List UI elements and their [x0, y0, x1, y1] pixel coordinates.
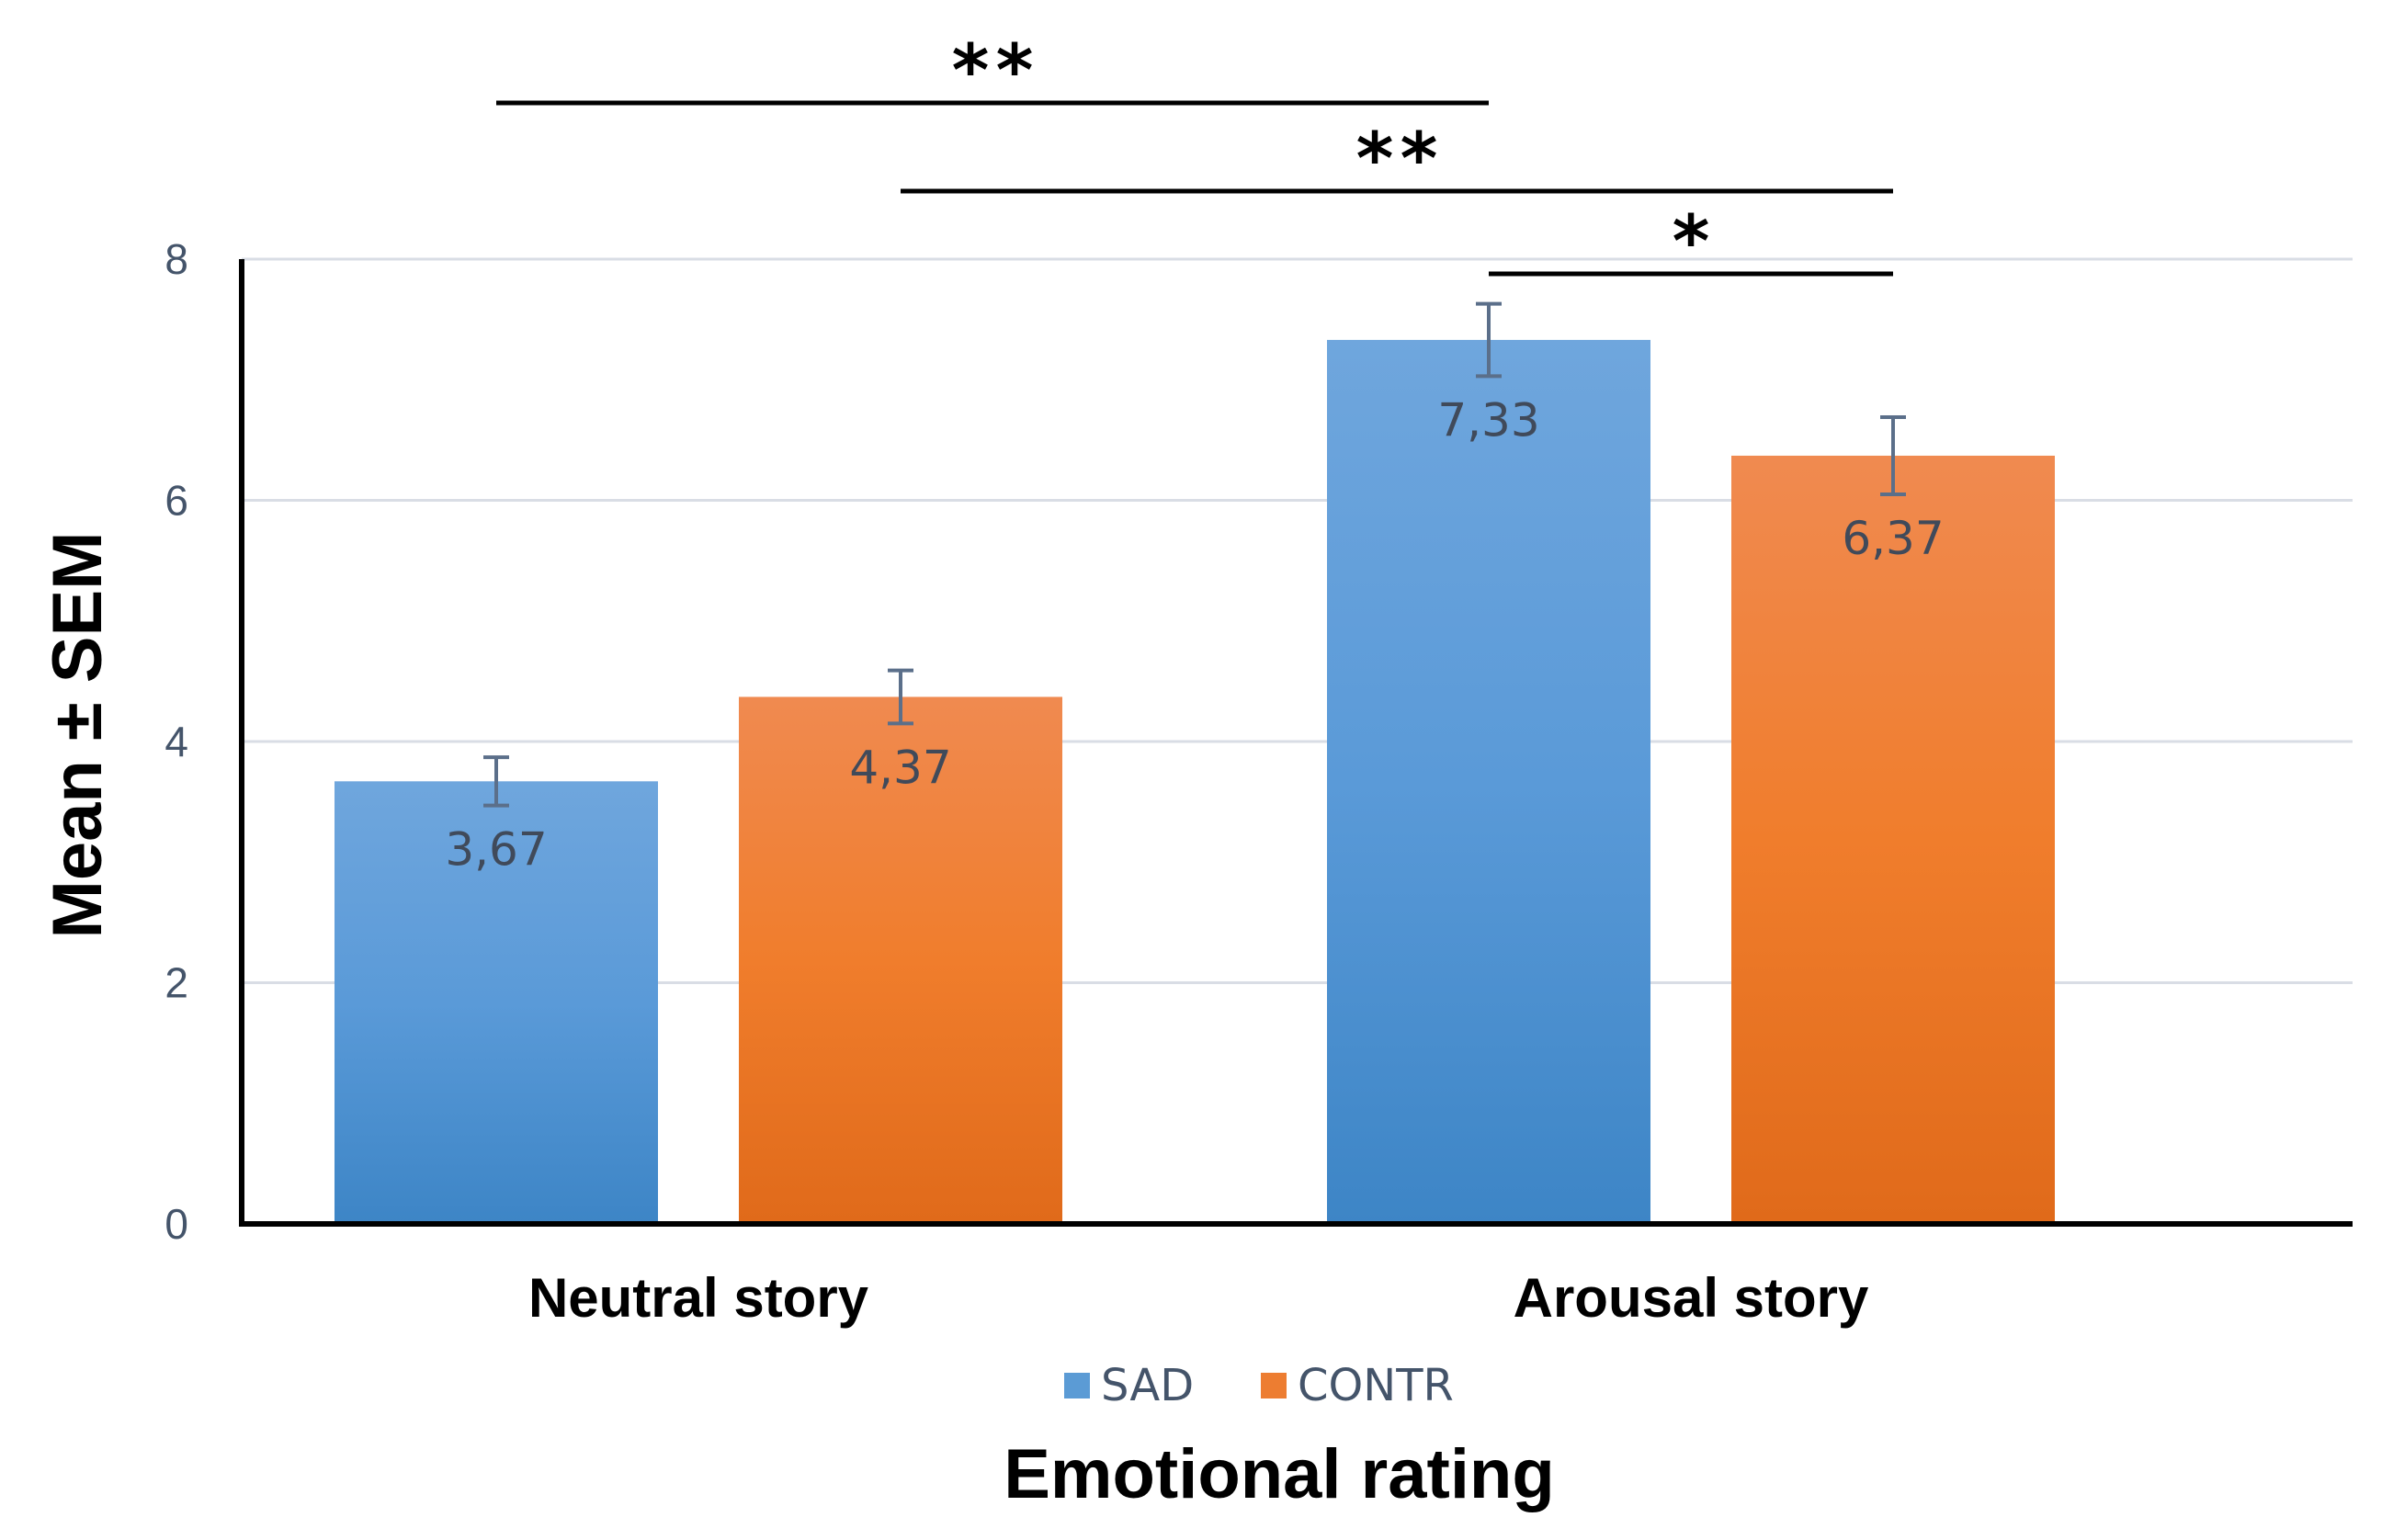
y-axis-title: Mean ± SEM	[39, 532, 117, 939]
legend-item-contr: CONTR	[1261, 1360, 1454, 1411]
bar-sad-arousal-story	[1327, 339, 1650, 1224]
legend-item-sad: SAD	[1064, 1360, 1194, 1411]
error-bars	[483, 301, 1906, 808]
category-label-neutral-story: Neutral story	[528, 1267, 869, 1329]
error-bar-sad-arousal-story	[1476, 301, 1502, 379]
significance-star: *	[1673, 201, 1710, 284]
legend-swatch-contr	[1261, 1373, 1287, 1398]
significance-bracket-3: *	[1489, 201, 1893, 284]
significance-star: *	[996, 30, 1034, 113]
legend-label-sad: SAD	[1101, 1360, 1194, 1411]
legend-label-contr: CONTR	[1298, 1360, 1454, 1411]
bar-contr-arousal-story	[1731, 455, 2055, 1224]
error-bar-contr-arousal-story	[1880, 414, 1906, 496]
significance-label: * *	[1356, 119, 1438, 201]
data-label-sad-neutral-story: 3,67	[445, 823, 547, 877]
x-axis-title: Emotional rating	[1004, 1435, 1555, 1513]
significance-bracket-1: * *	[496, 30, 1489, 113]
y-tick-label-8: 8	[164, 235, 188, 283]
significance-bracket-2: * *	[901, 119, 1893, 201]
bar-contr-neutral-story	[739, 696, 1062, 1224]
significance-brackets: * ** **	[496, 30, 1893, 284]
data-labels: 3,67 4,37 7,33 6,37	[445, 393, 1944, 876]
error-bar-sad-neutral-story	[483, 755, 509, 808]
significance-star: *	[1401, 119, 1438, 201]
y-tick-label-6: 6	[164, 477, 188, 525]
category-label-arousal-story: Arousal story	[1514, 1267, 1869, 1329]
y-tick-labels: 0 2 4 6 8	[164, 235, 188, 1248]
axes	[239, 259, 2353, 1227]
data-label-contr-arousal-story: 6,37	[1842, 512, 1944, 565]
bars	[335, 339, 2055, 1224]
error-bar-contr-neutral-story	[888, 668, 913, 726]
y-tick-label-0: 0	[164, 1200, 188, 1248]
significance-label: * *	[952, 30, 1034, 113]
bar-sad-neutral-story	[335, 781, 658, 1224]
legend: SAD CONTR	[1064, 1360, 1454, 1411]
significance-label: *	[1673, 201, 1710, 284]
data-label-sad-arousal-story: 7,33	[1437, 393, 1539, 447]
significance-star: *	[1356, 119, 1394, 201]
y-tick-label-2: 2	[164, 959, 188, 1007]
data-label-contr-neutral-story: 4,37	[849, 741, 951, 794]
y-tick-label-4: 4	[164, 718, 188, 765]
legend-swatch-sad	[1064, 1373, 1090, 1398]
category-labels: Neutral story Arousal story	[528, 1267, 1869, 1329]
significance-star: *	[952, 30, 990, 113]
